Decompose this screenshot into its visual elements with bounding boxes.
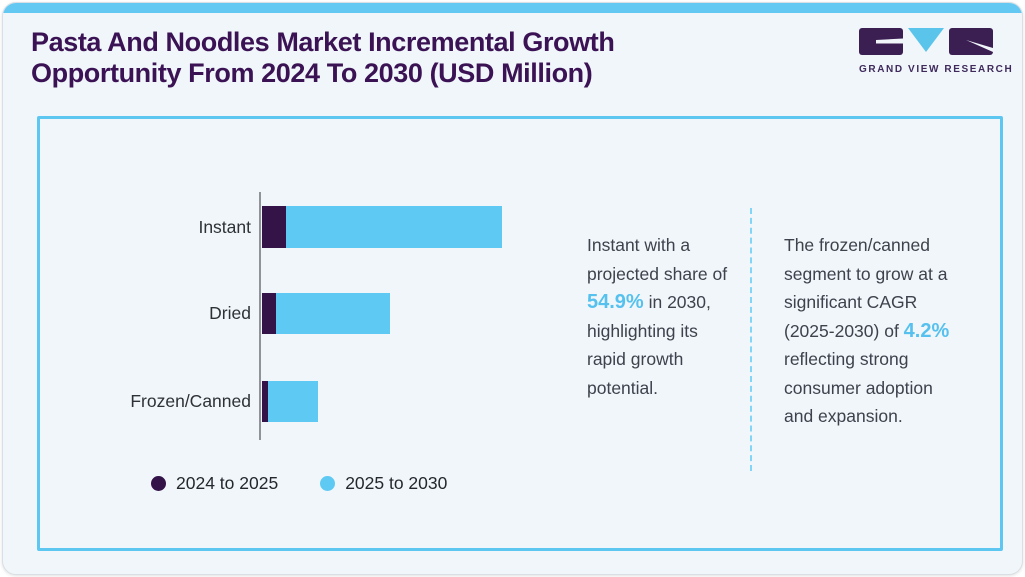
bar-frozen-canned [262,381,318,422]
chart-legend: 2024 to 2025 2025 to 2030 [151,473,447,494]
annotation-text: Instant with a projected share of [587,235,728,284]
annotation-instant: Instant with a projected share of 54.9% … [587,231,735,402]
legend-item-2025-2030: 2025 to 2030 [320,473,447,494]
page-title: Pasta And Noodles Market Incremental Gro… [31,27,615,89]
highlight-value-4-2: 4.2% [903,319,950,342]
page-title-line1: Pasta And Noodles Market Incremental Gro… [31,27,615,57]
annotation-text: reflecting strong consumer adoption and … [784,349,933,426]
annotation-text: The frozen/canned segment to grow at a s… [784,235,948,341]
chart-panel [37,116,1003,551]
legend-item-2024-2025: 2024 to 2025 [151,473,278,494]
bar-segment [286,206,502,248]
logo-wordmark: GRAND VIEW RESEARCH [859,64,1014,75]
chart-axis-line [259,192,261,440]
gvr-logo-icon [859,28,993,55]
top-accent-bar [3,3,1022,13]
bar-segment [268,381,318,422]
legend-label: 2024 to 2025 [176,473,279,493]
category-label-frozen-canned: Frozen/Canned [130,391,251,411]
legend-label: 2025 to 2030 [345,473,448,493]
category-label-instant: Instant [198,217,251,237]
grand-view-research-logo: GRAND VIEW RESEARCH [859,28,1014,75]
annotation-frozen-canned: The frozen/canned segment to grow at a s… [784,231,956,431]
highlight-value-54-9: 54.9% [587,291,644,313]
bar-segment [276,293,390,334]
category-label-dried: Dried [209,303,251,323]
bar-segment [262,206,286,248]
page-title-line2: Opportunity From 2024 To 2030 (USD Milli… [31,58,593,88]
bar-dried [262,293,390,334]
bar-segment [262,381,268,422]
legend-dot-purple-icon [151,476,166,491]
dashed-divider [750,208,752,471]
bar-segment [262,293,276,334]
bar-instant [262,206,502,248]
annotation-text: in 2030, highlighting its rapid growth p… [587,292,711,398]
legend-dot-blue-icon [320,476,336,491]
